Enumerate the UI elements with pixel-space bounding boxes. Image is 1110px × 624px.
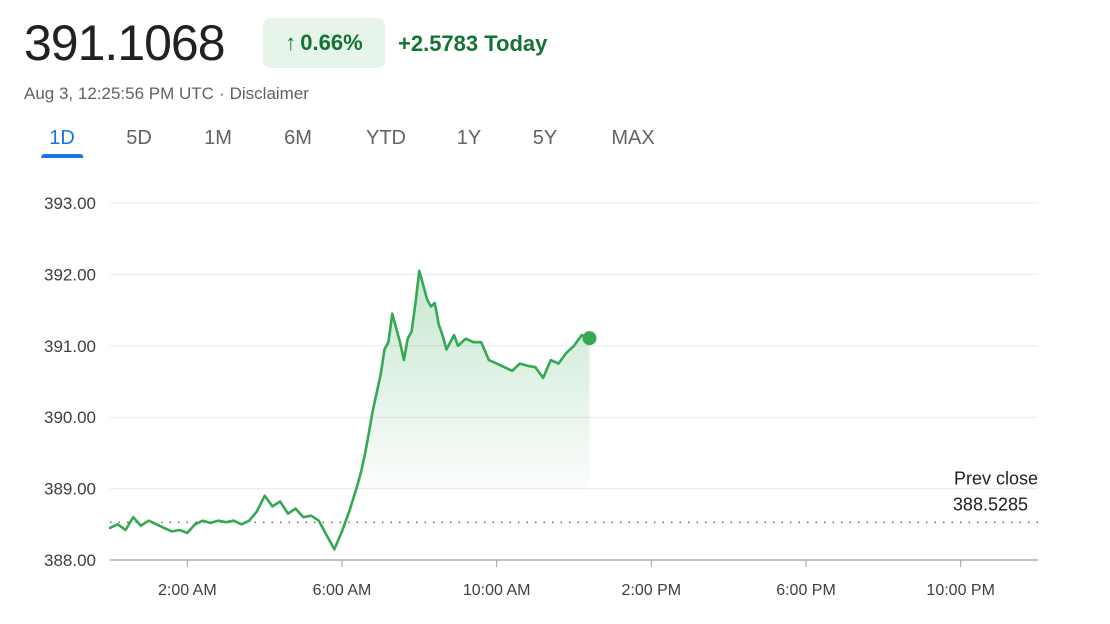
quote-meta: Aug 3, 12:25:56 PM UTC · Disclaimer (24, 84, 309, 104)
tab-label: 5D (126, 127, 152, 149)
meta-separator: · (218, 84, 225, 103)
y-tick-label: 388.00 (44, 551, 96, 570)
disclaimer-link[interactable]: Disclaimer (229, 84, 309, 103)
x-tick-label: 10:00 PM (926, 582, 994, 599)
tab-label: 6M (284, 127, 312, 149)
current-price-marker (582, 331, 597, 346)
tab-label: 1D (49, 127, 75, 149)
x-tick-label: 2:00 PM (622, 582, 682, 599)
tab-label: YTD (366, 127, 406, 149)
arrow-up-icon: ↑ (285, 30, 297, 55)
tab-1d[interactable]: 1D (41, 124, 83, 158)
x-tick-label: 10:00 AM (463, 582, 531, 599)
price-series-line (108, 269, 591, 551)
x-tick-label: 6:00 AM (313, 582, 372, 599)
current-price: 391.1068 (24, 15, 226, 71)
prev-close-value: 388.5285 (953, 494, 1028, 514)
y-tick-label: 390.00 (44, 408, 96, 427)
tab-1m[interactable]: 1M (204, 124, 232, 158)
quote-timestamp: Aug 3, 12:25:56 PM UTC (24, 84, 214, 103)
x-tick-label: 2:00 AM (158, 582, 217, 599)
y-tick-label: 392.00 (44, 265, 96, 284)
percent-change-badge: ↑ 0.66% (263, 18, 385, 68)
tab-5y[interactable]: 5Y (533, 124, 557, 158)
tab-6m[interactable]: 6M (284, 124, 312, 158)
percent-change-value: 0.66% (300, 30, 363, 55)
prev-close-label: Prev close (954, 468, 1038, 488)
tab-1y[interactable]: 1Y (457, 124, 481, 158)
tab-label: MAX (611, 127, 655, 149)
tab-max[interactable]: MAX (611, 124, 654, 158)
y-tick-label: 389.00 (44, 480, 96, 499)
tab-ytd[interactable]: YTD (366, 124, 406, 158)
active-tab-indicator (41, 154, 83, 158)
tab-label: 1Y (456, 127, 482, 149)
tab-label: 5Y (532, 127, 558, 149)
x-tick-label: 6:00 PM (776, 582, 836, 599)
y-tick-label: 391.00 (44, 337, 96, 356)
change-today: +2.5783 Today (398, 31, 548, 56)
tab-5d[interactable]: 5D (126, 124, 152, 158)
price-area-fill (357, 270, 590, 489)
tab-label: 1M (204, 127, 232, 149)
y-tick-label: 393.00 (44, 194, 96, 213)
range-tabs: 1D 5D 1M 6M YTD 1Y 5Y MAX (0, 124, 700, 164)
